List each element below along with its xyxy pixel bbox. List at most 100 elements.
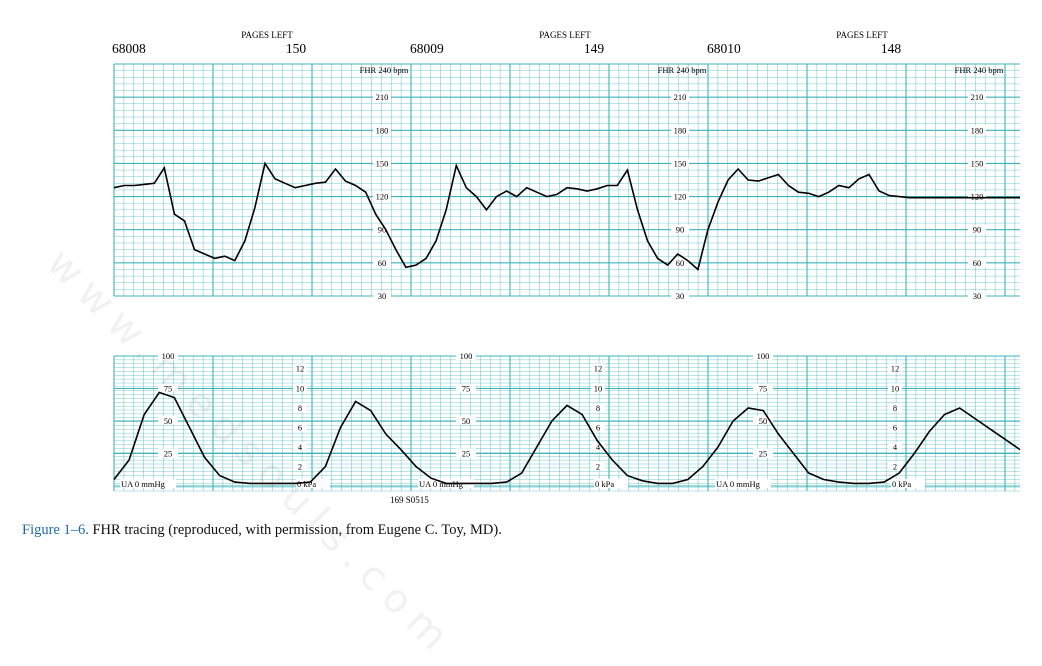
kpa-tick-bg <box>293 402 307 412</box>
ua-left-tick-label: 75 <box>462 384 471 394</box>
ua-right-scale-label: 0 kPa <box>297 479 316 489</box>
kpa-tick-bg <box>888 402 902 412</box>
segment-id: 68009 <box>410 41 444 56</box>
fhr-tick-bg <box>373 257 391 267</box>
ua-tick-bg <box>753 351 773 360</box>
ua-left-tick-label: 50 <box>759 416 768 426</box>
fhr-tick-bg <box>373 191 391 201</box>
fhr-tick-label: 150 <box>376 158 389 168</box>
pages-left-count: 150 <box>286 41 307 56</box>
kpa-scale-bg <box>296 479 330 488</box>
fhr-tick-label: 120 <box>971 192 984 202</box>
ua-scale-bg <box>715 479 771 488</box>
ua-right-tick-label: 8 <box>298 403 302 413</box>
ua-left-tick-label: 75 <box>759 384 768 394</box>
ua-right-tick-label: 6 <box>893 422 897 432</box>
kpa-tick-bg <box>591 402 605 412</box>
kpa-scale-bg <box>594 479 628 488</box>
ua-right-tick-label: 10 <box>891 383 900 393</box>
fhr-axis-title: FHR 240 bpm <box>955 65 1004 75</box>
fhr-tick-label: 150 <box>971 158 984 168</box>
fhr-tick-bg <box>671 257 689 267</box>
fhr-tick-label: 210 <box>971 92 984 102</box>
ua-right-tick-label: 4 <box>596 442 601 452</box>
kpa-tick-bg <box>591 422 605 432</box>
ua-left-scale-label: UA 0 mmHg <box>716 479 761 489</box>
fhr-tick-label: 150 <box>674 158 687 168</box>
ua-right-scale-label: 0 kPa <box>595 479 614 489</box>
fhr-tick-bg <box>373 92 391 102</box>
fhr-tick-label: 90 <box>973 225 982 235</box>
kpa-scale-bg <box>891 479 925 488</box>
fhr-tick-label: 60 <box>378 258 387 268</box>
fhr-tick-label: 180 <box>674 125 687 135</box>
fhr-trace-line <box>113 161 1020 271</box>
ua-left-scale-label: UA 0 mmHg <box>419 479 464 489</box>
ua-right-tick-label: 10 <box>296 383 305 393</box>
ua-right-scale-label: 0 kPa <box>892 479 911 489</box>
fhr-tick-label: 180 <box>971 125 984 135</box>
fhr-tick-bg <box>373 125 391 135</box>
ua-left-tick-label: 50 <box>164 416 173 426</box>
fhr-scale-labels: FHR 240 bpm 30 60 90 120 150 180 210 FHR 240 bpm… <box>360 65 1004 301</box>
fhr-tick-label: 90 <box>676 225 685 235</box>
fhr-tick-label: 30 <box>973 291 982 301</box>
fhr-tick-label: 90 <box>378 225 387 235</box>
ua-right-tick-label: 12 <box>296 364 305 374</box>
fhr-tick-label: 120 <box>376 192 389 202</box>
figure-caption: Figure 1–6. FHR tracing (reproduced, wit… <box>22 522 502 539</box>
ua-tick-bg <box>753 448 773 458</box>
ua-right-tick-label: 2 <box>298 461 302 471</box>
fhr-tick-bg <box>968 257 986 267</box>
footnote-code: 169 S0515 <box>390 495 429 505</box>
fhr-tick-label: 60 <box>676 258 685 268</box>
kpa-tick-bg <box>293 383 307 393</box>
ua-left-tick-label: 50 <box>462 416 471 426</box>
fhr-tick-bg <box>373 224 391 234</box>
kpa-tick-bg <box>591 441 605 451</box>
ua-right-tick-label: 8 <box>893 403 897 413</box>
ua-tick-bg <box>158 351 178 360</box>
fhr-tick-bg <box>671 224 689 234</box>
pages-left-label: PAGES LEFT <box>241 30 293 40</box>
kpa-tick-bg <box>293 461 307 471</box>
segment-id: 68008 <box>112 41 146 56</box>
fhr-tick-bg <box>373 158 391 168</box>
kpa-tick-bg <box>293 422 307 432</box>
fhr-axis-title: FHR 240 bpm <box>360 65 409 75</box>
kpa-tick-bg <box>591 383 605 393</box>
pages-left-label: PAGES LEFT <box>836 30 888 40</box>
kpa-tick-bg <box>591 363 605 373</box>
kpa-tick-bg <box>888 441 902 451</box>
fhr-tick-bg <box>671 291 689 300</box>
fhr-tick-label: 30 <box>676 291 685 301</box>
ua-left-scale-label: UA 0 mmHg <box>121 479 166 489</box>
pages-left-count: 149 <box>584 41 605 56</box>
ua-left-tick-label: 25 <box>462 449 471 459</box>
fhr-tick-bg <box>968 158 986 168</box>
ua-trace-line <box>113 391 1021 485</box>
ua-right-tick-label: 6 <box>298 422 302 432</box>
figure-text: FHR tracing (reproduced, with permission… <box>92 522 502 538</box>
kpa-tick-bg <box>293 441 307 451</box>
ua-right-tick-label: 2 <box>596 461 600 471</box>
fhr-tick-label: 210 <box>376 92 389 102</box>
ua-right-tick-label: 8 <box>596 403 600 413</box>
kpa-tick-bg <box>888 363 902 373</box>
ua-left-tick-label: 100 <box>460 351 473 361</box>
ua-tick-bg <box>158 448 178 458</box>
fhr-tick-label: 30 <box>378 291 387 301</box>
fhr-axis-title: FHR 240 bpm <box>658 65 707 75</box>
ua-left-tick-label: 100 <box>162 351 175 361</box>
ua-tick-bg <box>456 383 476 393</box>
ua-tick-bg <box>753 416 773 425</box>
ua-tick-bg <box>456 351 476 360</box>
kpa-tick-bg <box>888 461 902 471</box>
kpa-tick-bg <box>591 461 605 471</box>
pages-left-count: 148 <box>881 41 902 56</box>
ua-left-tick-label: 25 <box>164 449 173 459</box>
fhr-tick-label: 60 <box>973 258 982 268</box>
ua-tick-bg <box>456 448 476 458</box>
fhr-tick-bg <box>671 92 689 102</box>
